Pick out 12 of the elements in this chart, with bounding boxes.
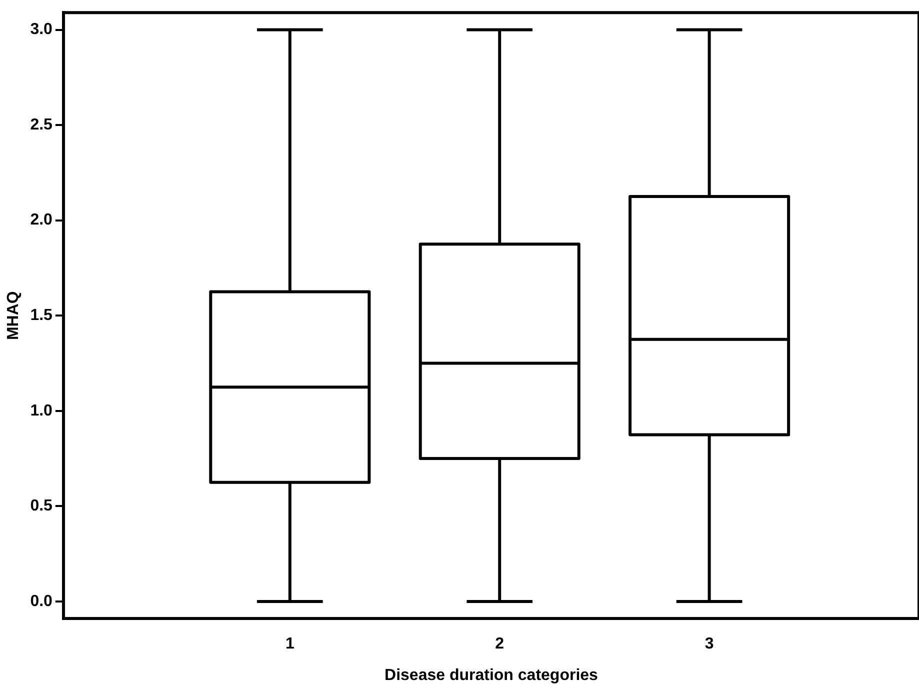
y-tick-label: 0.0	[30, 592, 53, 610]
y-axis-title: MHAQ	[5, 291, 22, 340]
x-tick-label: 2	[495, 636, 504, 653]
y-tick-label: 1.0	[30, 402, 53, 420]
y-tick-label: 1.5	[30, 307, 53, 324]
x-axis-title: Disease duration categories	[384, 666, 598, 684]
x-tick-label: 1	[285, 636, 294, 653]
y-tick-label: 2.5	[30, 116, 53, 134]
x-tick-label: 3	[704, 636, 714, 653]
y-tick-label: 0.5	[30, 498, 53, 515]
y-tick-label: 2.0	[30, 212, 53, 229]
y-tick-label: 3.0	[30, 21, 53, 38]
